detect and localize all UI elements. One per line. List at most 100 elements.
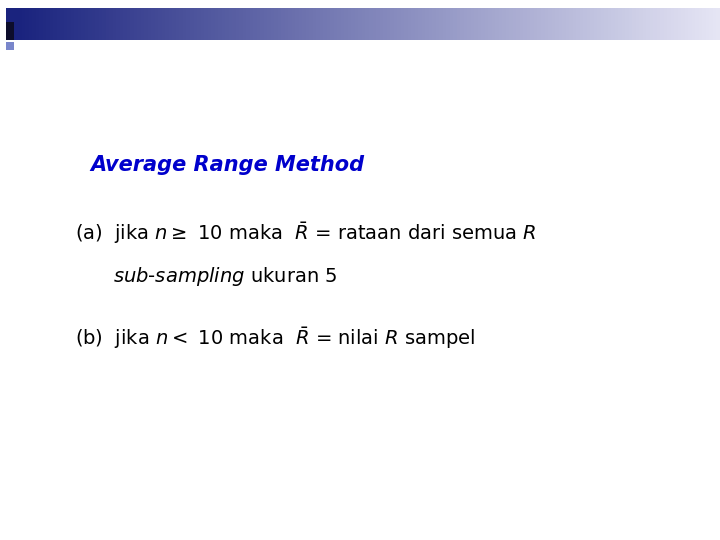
Bar bbox=[572, 8, 577, 40]
Bar bbox=[460, 8, 464, 40]
Bar bbox=[495, 8, 500, 40]
Bar bbox=[35, 8, 40, 40]
Bar bbox=[537, 8, 541, 40]
Bar bbox=[615, 8, 618, 40]
Bar bbox=[235, 8, 240, 40]
Bar bbox=[138, 8, 141, 40]
Bar bbox=[67, 8, 71, 40]
Bar bbox=[250, 8, 253, 40]
Bar bbox=[295, 8, 300, 40]
Bar bbox=[425, 8, 429, 40]
Bar bbox=[675, 8, 678, 40]
Bar bbox=[155, 8, 159, 40]
Bar bbox=[243, 8, 247, 40]
Bar bbox=[523, 8, 528, 40]
Bar bbox=[120, 8, 124, 40]
Bar bbox=[436, 8, 440, 40]
Bar bbox=[267, 8, 271, 40]
Bar bbox=[78, 8, 81, 40]
Bar bbox=[600, 8, 605, 40]
Bar bbox=[629, 8, 633, 40]
Bar bbox=[510, 8, 513, 40]
Bar bbox=[688, 8, 693, 40]
Bar bbox=[587, 8, 590, 40]
Bar bbox=[379, 8, 384, 40]
Bar bbox=[418, 8, 422, 40]
Bar bbox=[50, 8, 53, 40]
Bar bbox=[197, 8, 201, 40]
Bar bbox=[559, 8, 562, 40]
Bar bbox=[439, 8, 444, 40]
Text: Average Range Method: Average Range Method bbox=[90, 155, 364, 175]
Bar bbox=[239, 8, 243, 40]
Bar bbox=[63, 8, 68, 40]
Bar bbox=[22, 8, 25, 40]
Bar bbox=[369, 8, 373, 40]
Bar bbox=[299, 8, 303, 40]
Bar bbox=[643, 8, 647, 40]
Bar bbox=[397, 8, 401, 40]
Bar bbox=[102, 8, 107, 40]
Bar bbox=[71, 8, 75, 40]
Bar bbox=[127, 8, 131, 40]
Bar bbox=[57, 8, 60, 40]
Bar bbox=[232, 8, 236, 40]
Bar bbox=[39, 8, 43, 40]
Bar bbox=[713, 8, 717, 40]
Bar bbox=[306, 8, 310, 40]
Bar bbox=[327, 8, 331, 40]
Bar bbox=[566, 8, 570, 40]
Bar bbox=[334, 8, 338, 40]
Bar bbox=[552, 8, 556, 40]
Bar bbox=[390, 8, 394, 40]
Bar bbox=[372, 8, 377, 40]
Bar bbox=[310, 8, 313, 40]
Bar bbox=[113, 8, 117, 40]
Bar bbox=[176, 8, 180, 40]
Bar bbox=[520, 8, 524, 40]
Bar bbox=[706, 8, 710, 40]
Bar bbox=[260, 8, 264, 40]
Bar bbox=[32, 8, 36, 40]
Bar bbox=[618, 8, 622, 40]
Bar bbox=[443, 8, 446, 40]
Bar bbox=[145, 8, 148, 40]
Bar bbox=[6, 22, 14, 40]
Bar bbox=[42, 8, 47, 40]
Bar bbox=[257, 8, 261, 40]
Bar bbox=[169, 8, 173, 40]
Bar bbox=[555, 8, 559, 40]
Bar bbox=[186, 8, 191, 40]
Bar bbox=[608, 8, 612, 40]
Bar bbox=[211, 8, 215, 40]
Bar bbox=[134, 8, 138, 40]
Bar bbox=[89, 8, 92, 40]
Bar bbox=[544, 8, 549, 40]
Bar bbox=[25, 8, 29, 40]
Bar bbox=[474, 8, 478, 40]
Bar bbox=[222, 8, 225, 40]
Bar bbox=[499, 8, 503, 40]
Bar bbox=[207, 8, 212, 40]
Bar bbox=[362, 8, 366, 40]
Bar bbox=[274, 8, 278, 40]
Bar bbox=[204, 8, 208, 40]
Bar bbox=[534, 8, 538, 40]
Bar bbox=[246, 8, 250, 40]
Bar bbox=[404, 8, 408, 40]
Bar bbox=[117, 8, 120, 40]
Text: $\mathit{sub}$-$\mathit{sampling}$ ukuran 5: $\mathit{sub}$-$\mathit{sampling}$ ukura… bbox=[113, 265, 338, 288]
Bar bbox=[415, 8, 418, 40]
Bar bbox=[667, 8, 671, 40]
Bar bbox=[271, 8, 275, 40]
Bar bbox=[81, 8, 85, 40]
Bar bbox=[330, 8, 334, 40]
Bar bbox=[709, 8, 714, 40]
Bar bbox=[478, 8, 482, 40]
Bar bbox=[562, 8, 566, 40]
Bar bbox=[151, 8, 156, 40]
Bar bbox=[625, 8, 629, 40]
Bar bbox=[6, 42, 14, 50]
Bar bbox=[18, 8, 22, 40]
Bar bbox=[580, 8, 584, 40]
